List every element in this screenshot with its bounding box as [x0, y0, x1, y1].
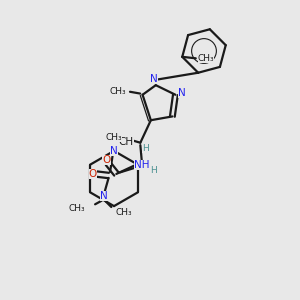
Text: CH₃: CH₃	[110, 87, 126, 96]
Text: N: N	[178, 88, 186, 98]
Text: N: N	[110, 146, 118, 156]
Text: O: O	[102, 155, 111, 165]
Text: N: N	[150, 74, 158, 84]
Text: CH₃: CH₃	[106, 133, 122, 142]
Text: CH₃: CH₃	[68, 204, 85, 213]
Text: NH: NH	[134, 160, 150, 170]
Text: H: H	[150, 167, 157, 176]
Text: CH₃: CH₃	[115, 208, 132, 217]
Text: H: H	[142, 144, 149, 153]
Text: CH₃: CH₃	[198, 54, 214, 63]
Text: N: N	[100, 190, 108, 201]
Text: O: O	[89, 169, 97, 179]
Text: CH: CH	[118, 137, 134, 147]
